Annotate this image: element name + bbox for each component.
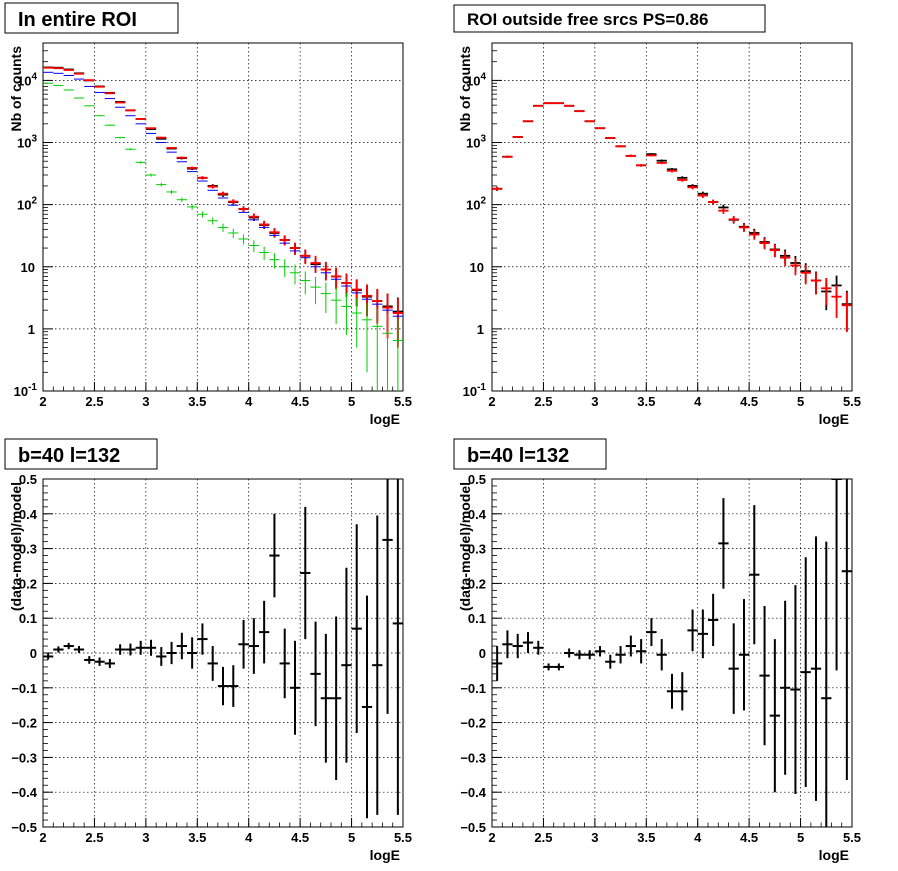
y-tick-label: −0.2 — [11, 716, 37, 731]
panel-title-box — [4, 2, 179, 34]
series-black — [492, 102, 852, 332]
spectrum-panel-outside-free-srcs: ROI outside free srcs PS=0.86 2 2.5 3 3.5 4 4.… — [453, 4, 861, 427]
x-tick-label: 2.5 — [534, 830, 552, 845]
y-tick-label: 102 — [17, 196, 37, 213]
y-tick-label: −0.5 — [11, 820, 37, 835]
y-axis-label: Nb of counts — [8, 46, 24, 132]
panel-title: b=40 l=132 — [467, 445, 569, 467]
x-tick-label: 5.5 — [843, 830, 861, 845]
y-tick-label: 10 — [21, 260, 35, 275]
x-tick-label: 4 — [694, 830, 702, 845]
panel-title: In entire ROI — [18, 9, 137, 31]
y-tick-label: 0.4 — [19, 507, 38, 522]
panel-title: b=40 l=132 — [18, 445, 120, 467]
series-blue — [43, 71, 403, 317]
data-layer — [492, 102, 852, 332]
x-tick-label: 5 — [348, 394, 355, 409]
y-tick-label: 0.4 — [468, 507, 487, 522]
y-tick-label: 102 — [466, 196, 486, 213]
y-tick-label: −0.1 — [11, 681, 37, 696]
x-tick-label: 3 — [591, 830, 598, 845]
y-tick-label: 0.1 — [468, 611, 486, 626]
x-axis-label: logE — [370, 847, 400, 863]
x-tick-label: 3.5 — [637, 830, 655, 845]
x-tick-label: 3 — [142, 830, 149, 845]
y-tick-label: 1 — [28, 322, 35, 337]
x-tick-label: 5 — [797, 830, 804, 845]
plot-frame — [42, 42, 404, 392]
x-tick-label: 2 — [488, 394, 495, 409]
y-tick-label: 103 — [466, 134, 486, 151]
data-layer — [43, 479, 403, 819]
x-tick-label: 3.5 — [188, 830, 206, 845]
y-tick-label: 0.2 — [19, 576, 37, 591]
x-axis-label: logE — [370, 411, 400, 427]
x-axis-label: logE — [819, 411, 849, 427]
residual-series — [43, 479, 403, 819]
panel-title-box — [4, 438, 158, 470]
y-tick-label: −0.5 — [460, 820, 486, 835]
series-green — [43, 82, 403, 391]
x-tick-label: 2.5 — [534, 394, 552, 409]
panel-title-box — [453, 4, 766, 33]
x-tick-label: 3 — [142, 394, 149, 409]
y-tick-label: 0 — [30, 646, 37, 661]
y-tick-label: −0.4 — [11, 785, 37, 800]
x-tick-label: 2 — [39, 830, 46, 845]
y-tick-label: 1 — [477, 322, 484, 337]
x-tick-label: 4.5 — [740, 394, 758, 409]
y-tick-label: 0.1 — [19, 611, 37, 626]
y-axis-label: (data-model)/model — [8, 482, 24, 611]
x-tick-label: 3 — [591, 394, 598, 409]
y-tick-label: 0.5 — [19, 472, 37, 487]
x-tick-label: 5.5 — [843, 394, 861, 409]
residual-series — [492, 479, 852, 827]
y-tick-label: −0.3 — [11, 750, 37, 765]
x-tick-label: 3.5 — [637, 394, 655, 409]
x-tick-label: 4 — [694, 394, 702, 409]
x-tick-label: 5 — [797, 394, 804, 409]
plot-frame — [491, 42, 853, 392]
y-tick-label: 0.3 — [19, 542, 37, 557]
y-axis-label: Nb of counts — [457, 46, 473, 132]
y-tick-label: 103 — [17, 134, 37, 151]
y-tick-label: −0.3 — [460, 750, 486, 765]
y-tick-label: 0 — [479, 646, 486, 661]
residual-panel-left: b=40 l=132 2 2.5 3 3.5 4 4.5 5 5.5 −0.5 −0.4 −0.3 −0… — [4, 438, 412, 863]
x-tick-label: 5.5 — [394, 830, 412, 845]
x-tick-label: 4.5 — [740, 830, 758, 845]
x-tick-label: 4 — [245, 830, 253, 845]
x-tick-label: 5 — [348, 830, 355, 845]
x-axis-label: logE — [819, 847, 849, 863]
residual-panel-right: b=40 l=132 2 2.5 3 3.5 4 4.5 5 5.5 −0.5 −0.4 −0.3 −0… — [453, 438, 861, 863]
y-axis-label: (data-model)/model — [457, 482, 473, 611]
y-tick-label: 10-1 — [14, 382, 38, 399]
x-tick-label: 4 — [245, 394, 253, 409]
x-tick-label: 2 — [39, 394, 46, 409]
x-tick-label: 2.5 — [85, 394, 103, 409]
y-tick-label: −0.2 — [460, 716, 486, 731]
x-tick-label: 4.5 — [291, 394, 309, 409]
series-red — [43, 66, 403, 348]
y-tick-label: −0.4 — [460, 785, 486, 800]
data-layer — [43, 66, 403, 391]
y-tick-label: 10-1 — [463, 382, 487, 399]
x-tick-label: 5.5 — [394, 394, 412, 409]
y-tick-label: −0.1 — [460, 681, 486, 696]
y-tick-label: 0.3 — [468, 542, 486, 557]
panel-title: ROI outside free srcs PS=0.86 — [467, 10, 708, 29]
series-red — [492, 102, 852, 332]
data-layer — [492, 479, 852, 827]
panel-title-box — [453, 438, 607, 470]
x-tick-label: 2 — [488, 830, 495, 845]
y-tick-label: 0.5 — [468, 472, 486, 487]
y-tick-label: 10 — [470, 260, 484, 275]
x-tick-label: 4.5 — [291, 830, 309, 845]
y-tick-label: 0.2 — [468, 576, 486, 591]
x-tick-label: 3.5 — [188, 394, 206, 409]
spectrum-panel-entire-roi: In entire ROI 2 2.5 3 3.5 4 4.5 5 5.5 10-1 1 10 102 1… — [4, 2, 412, 427]
x-tick-label: 2.5 — [85, 830, 103, 845]
